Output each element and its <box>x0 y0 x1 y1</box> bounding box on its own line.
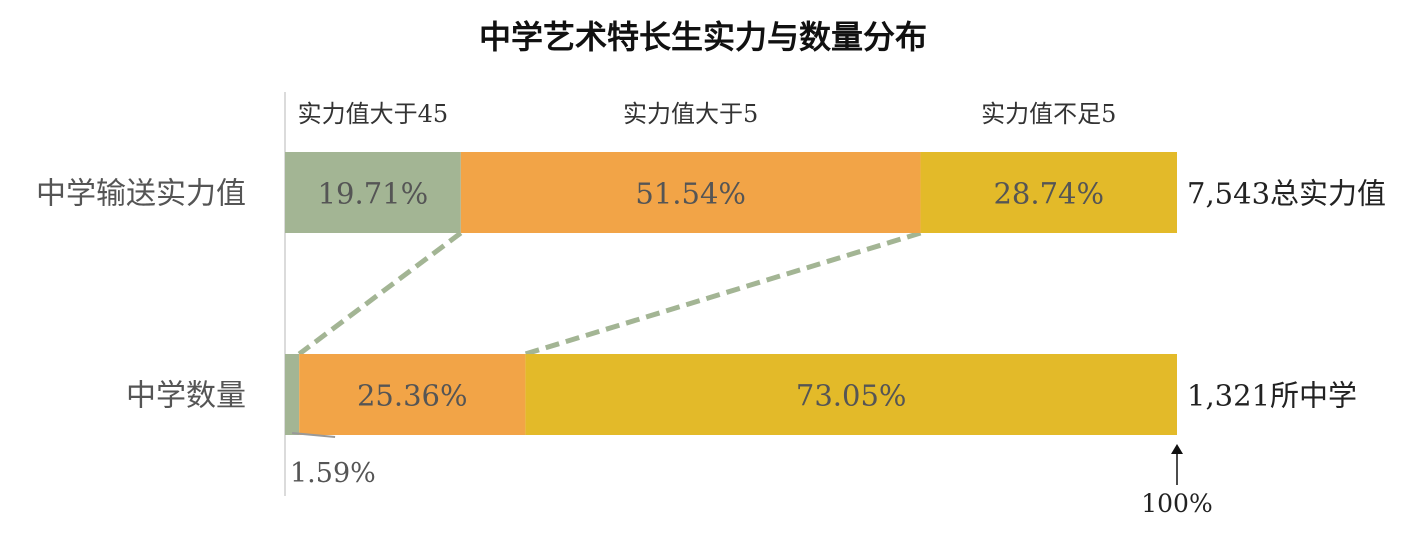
data-label: 51.54% <box>635 177 746 211</box>
total-label: 7,543总实力值 <box>1187 177 1386 211</box>
connector-lines <box>297 230 922 357</box>
total-label: 1,321所中学 <box>1187 379 1357 413</box>
end-marker-arrowhead <box>1171 444 1183 454</box>
data-label: 25.36% <box>357 379 468 413</box>
data-label: 73.05% <box>796 379 907 413</box>
bar-segment <box>299 354 526 435</box>
series-header: 实力值大于5 <box>623 100 758 128</box>
bar-segment <box>285 354 300 435</box>
bars <box>285 152 1177 435</box>
chart-title: 中学艺术特长生实力与数量分布 <box>479 18 927 56</box>
bar-segment <box>460 152 921 233</box>
data-label: 19.71% <box>318 177 429 211</box>
category-label: 中学输送实力值 <box>36 177 246 212</box>
data-label: 1.59% <box>290 458 376 489</box>
connector-line <box>524 230 922 357</box>
connector-line <box>297 230 463 357</box>
series-header: 实力值不足5 <box>981 100 1116 128</box>
bar-segment <box>525 354 1177 435</box>
category-label: 中学数量 <box>126 379 246 414</box>
data-label: 28.74% <box>993 177 1104 211</box>
end-marker-label: 100% <box>1141 489 1212 518</box>
leader-line <box>291 432 336 438</box>
bar-segment <box>285 152 461 233</box>
series-header: 实力值大于45 <box>298 100 449 128</box>
bar-segment <box>920 152 1177 233</box>
